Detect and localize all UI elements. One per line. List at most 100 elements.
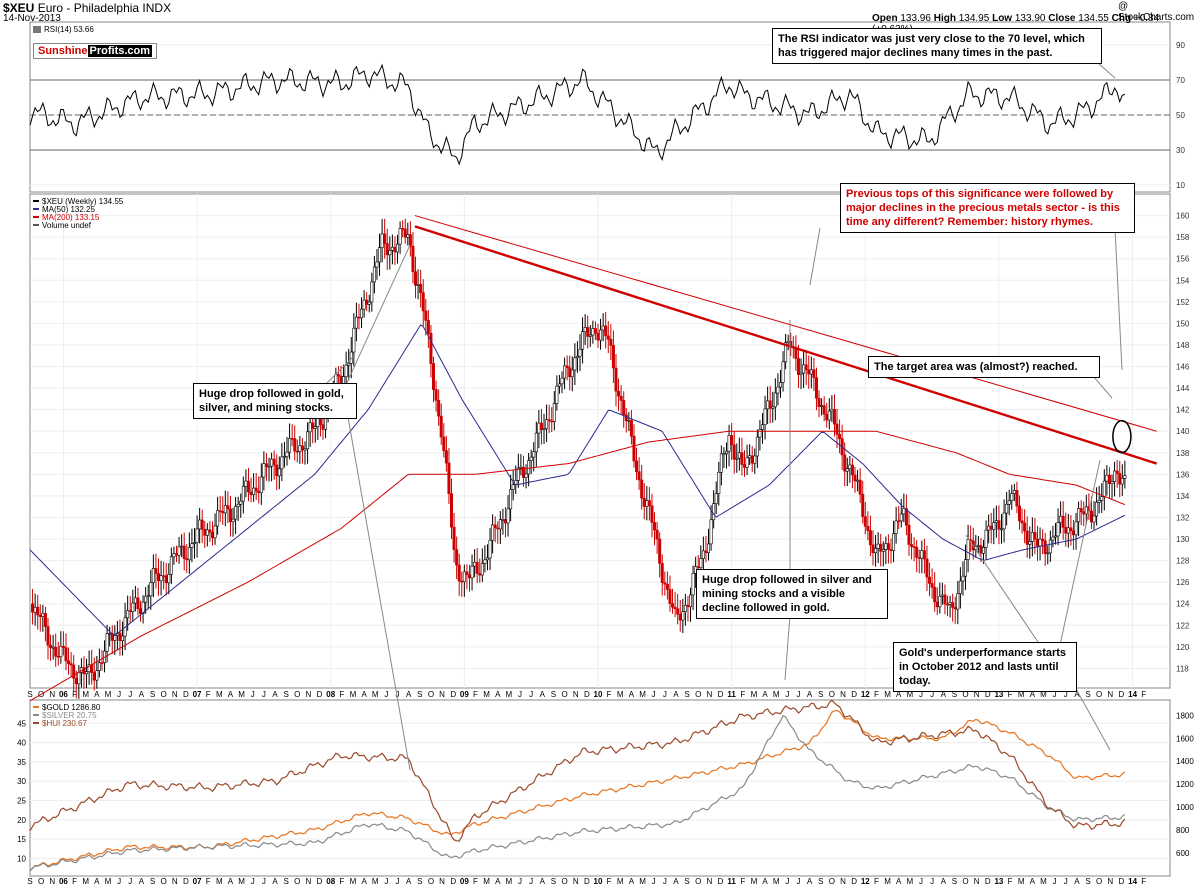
candle-body bbox=[992, 522, 996, 530]
x-tick-label: A bbox=[361, 877, 367, 886]
x-tick-label: F bbox=[607, 690, 612, 699]
x-tick-label: D bbox=[1119, 690, 1125, 699]
x-tick-label: 11 bbox=[727, 877, 736, 886]
candle-body bbox=[879, 543, 883, 552]
candle-body bbox=[966, 539, 970, 560]
candle-body bbox=[370, 281, 374, 303]
candle-body bbox=[742, 464, 746, 468]
x-tick-label: O bbox=[962, 877, 968, 886]
candle-body bbox=[1056, 522, 1060, 537]
candle-body bbox=[892, 533, 896, 551]
x-tick-label: S bbox=[684, 690, 689, 699]
candle-body bbox=[1095, 501, 1099, 517]
candle-body bbox=[755, 436, 759, 457]
x-tick-label: 10 bbox=[594, 690, 603, 699]
candle-body bbox=[938, 595, 942, 608]
candle-body bbox=[676, 608, 680, 615]
x-tick-label: J bbox=[262, 690, 266, 699]
x-tick-label: A bbox=[762, 690, 768, 699]
candle-body bbox=[678, 613, 682, 621]
x-tick-label: J bbox=[396, 690, 400, 699]
x-tick-label: S bbox=[1085, 877, 1090, 886]
candle-body bbox=[46, 626, 50, 646]
candle-body bbox=[455, 549, 459, 566]
x-tick-label: O bbox=[829, 877, 835, 886]
candle-body bbox=[1053, 535, 1057, 538]
candle-body bbox=[1092, 515, 1096, 523]
annotation-pointer-line bbox=[784, 614, 791, 681]
candle-body bbox=[167, 574, 171, 584]
x-tick-label: M bbox=[1040, 877, 1047, 886]
candle-body bbox=[444, 450, 448, 464]
candle-body bbox=[146, 595, 150, 598]
candle-body bbox=[298, 445, 302, 452]
candle-body bbox=[763, 408, 767, 425]
candle-body bbox=[439, 415, 443, 438]
candle-body bbox=[38, 614, 42, 617]
candle-body bbox=[1007, 500, 1011, 505]
candle-body bbox=[876, 543, 880, 549]
candle-body bbox=[121, 635, 125, 641]
annotation-previous-tops: Previous tops of this significance were … bbox=[840, 183, 1135, 233]
candle-body bbox=[922, 550, 926, 560]
x-tick-label: D bbox=[584, 877, 590, 886]
candle-body bbox=[249, 491, 253, 495]
x-tick-label: A bbox=[94, 690, 100, 699]
candle-body bbox=[375, 261, 379, 268]
candle-body bbox=[90, 664, 94, 673]
x-tick-label: 09 bbox=[460, 877, 469, 886]
candle-body bbox=[470, 565, 474, 579]
candle-body bbox=[874, 548, 878, 554]
x-tick-label: F bbox=[206, 877, 211, 886]
candle-body bbox=[234, 506, 238, 520]
candle-body bbox=[293, 438, 297, 452]
candle-body bbox=[210, 532, 214, 539]
candle-body bbox=[275, 464, 279, 477]
candle-body bbox=[1077, 508, 1081, 523]
candle-body bbox=[1005, 503, 1009, 514]
price-tick-label: 160 bbox=[1176, 212, 1190, 221]
candle-body bbox=[51, 646, 55, 649]
candle-body bbox=[280, 456, 284, 470]
price-tick-label: 148 bbox=[1176, 341, 1190, 350]
candle-body bbox=[655, 529, 659, 540]
x-tick-label: F bbox=[1141, 877, 1146, 886]
x-tick-label: N bbox=[1107, 690, 1113, 699]
x-tick-label: F bbox=[206, 690, 211, 699]
candle-body bbox=[524, 473, 528, 478]
candle-body bbox=[802, 364, 806, 374]
candle-body bbox=[691, 573, 695, 596]
candle-body bbox=[1012, 490, 1016, 494]
x-tick-label: A bbox=[1074, 690, 1080, 699]
candle-body bbox=[532, 451, 536, 458]
candle-body bbox=[940, 594, 944, 597]
x-tick-label: M bbox=[483, 690, 490, 699]
x-tick-label: M bbox=[906, 690, 913, 699]
candle-body bbox=[272, 458, 276, 466]
candle-body bbox=[259, 476, 263, 494]
x-tick-label: F bbox=[72, 877, 77, 886]
candle-body bbox=[473, 561, 477, 567]
x-tick-label: S bbox=[1085, 690, 1090, 699]
x-tick-label: F bbox=[874, 877, 879, 886]
candle-body bbox=[1059, 515, 1063, 523]
candle-body bbox=[550, 420, 554, 423]
candle-body bbox=[1051, 536, 1055, 541]
x-tick-label: A bbox=[94, 877, 100, 886]
chart-date: 14-Nov-2013 bbox=[3, 13, 61, 24]
candle-body bbox=[796, 358, 800, 375]
price-tick-label: 128 bbox=[1176, 557, 1190, 566]
x-tick-label: J bbox=[785, 877, 789, 886]
candle-body bbox=[606, 335, 610, 340]
candle-body bbox=[213, 525, 217, 539]
x-tick-label: N bbox=[573, 690, 579, 699]
candle-body bbox=[488, 539, 492, 559]
candle-body bbox=[635, 460, 639, 473]
candle-body bbox=[126, 610, 130, 619]
candle-body bbox=[658, 538, 662, 564]
x-tick-label: O bbox=[695, 877, 701, 886]
annotation-target: The target area was (almost?) reached. bbox=[868, 356, 1100, 378]
candle-body bbox=[699, 558, 703, 569]
candle-body bbox=[41, 613, 45, 617]
candle-body bbox=[1048, 539, 1052, 554]
